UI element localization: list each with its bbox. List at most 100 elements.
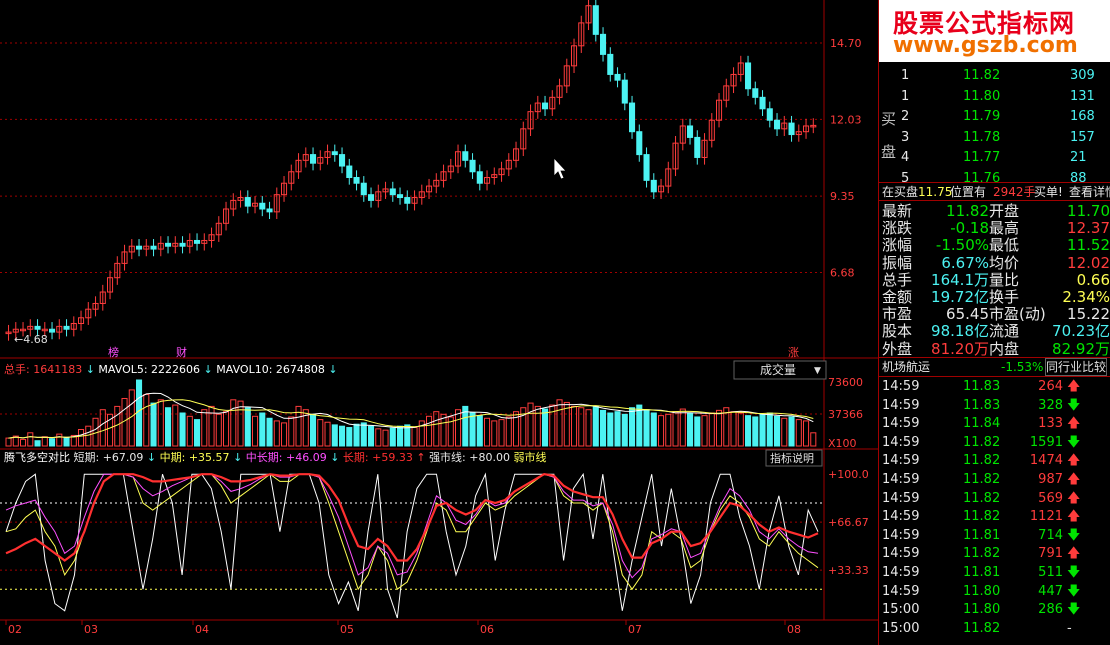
arrow-down-icon: 🡇 [1067, 434, 1081, 450]
tick-time: 15:00 [882, 620, 920, 636]
volume-bar [491, 420, 498, 447]
bid-row[interactable]: 1 11.80 131 [879, 88, 1110, 106]
bid-row[interactable]: 2 11.79 168 [879, 108, 1110, 126]
buy-label-1: 买 [881, 110, 897, 128]
industry-compare-button[interactable]: 同行业比较 [1045, 358, 1108, 376]
bid-volume: 309 [1070, 68, 1095, 83]
volume-bar [650, 412, 657, 447]
indicator-help-button[interactable]: 指标说明 [765, 449, 823, 467]
volume-dropdown[interactable]: 成交量 ▼ [733, 360, 827, 380]
stat-row: 涨幅 -1.50% 最低 11.52 [879, 236, 1110, 254]
candle-body [534, 102, 541, 113]
bid-row[interactable]: 3 11.78 157 [879, 129, 1110, 147]
candle-body [41, 328, 48, 332]
bid-row[interactable]: 1 11.82 309 [879, 67, 1110, 85]
volume-bar [636, 404, 643, 447]
industry-name[interactable]: 机场航运 [882, 360, 931, 374]
volume-bar [12, 435, 19, 447]
stat-value: 70.23亿 [1052, 322, 1110, 341]
stat-key: 均价 [989, 253, 1020, 272]
tick-volume: 133 [1038, 416, 1063, 432]
stat-value: 0.66 [1076, 270, 1110, 289]
volume-bar [259, 412, 266, 447]
stat-value: 11.52 [1067, 236, 1110, 255]
volume-bar [803, 420, 810, 447]
chart-area[interactable]: 14.70 12.03 9.35 6.68 ←4.68 榜 财 涨 73600 37366 X100… [0, 0, 878, 645]
volume-bar [679, 408, 686, 447]
volume-bar [520, 407, 527, 447]
buy-order-notice[interactable]: 在买盘 11.75 位置有 2942手 买单! 查看详情 [882, 185, 1110, 199]
quote-panel: 股票公式指标网 www.gszb.com 1 11.82 309 1 11.80 … [878, 0, 1110, 645]
candle-body [70, 323, 77, 330]
candle-body [440, 171, 447, 181]
volume-bar [578, 407, 585, 447]
bid-row[interactable]: 4 11.77 21 [879, 149, 1110, 167]
volume-bar [469, 412, 476, 447]
volume-bar [694, 416, 701, 447]
volume-bar [179, 412, 186, 447]
mouse-cursor-icon [553, 156, 567, 180]
volume-bar [157, 399, 164, 447]
candle-body [375, 191, 382, 201]
osc-line-长期 [5, 473, 819, 562]
tick-price: 11.80 [963, 583, 1001, 599]
volume-bar [571, 405, 578, 447]
bid-volume: 168 [1070, 109, 1095, 125]
site-logo[interactable]: 股票公式指标网 www.gszb.com [879, 0, 1110, 62]
bid-price: 11.78 [963, 129, 1001, 145]
candle-body [56, 325, 63, 333]
tick-row: 14:59 11.81 511 🡇 [879, 564, 1110, 582]
candle-body [484, 177, 491, 184]
candle-body [701, 139, 708, 158]
stat-value: 6.67% [941, 253, 989, 272]
candle-body [397, 194, 404, 199]
bid-price: 11.77 [963, 150, 1001, 166]
candle-body [672, 142, 679, 170]
volume-bar [418, 420, 425, 447]
volume-bar [295, 405, 302, 447]
arrow-up-icon: 🡅 [1067, 546, 1081, 562]
stat-key: 最新 [882, 202, 913, 220]
candle-body [462, 151, 469, 161]
volume-bar [230, 399, 237, 447]
tick-row: 14:59 11.82 569 🡅 [879, 490, 1110, 508]
stat-key: 金额 [882, 288, 913, 306]
candle-body [34, 325, 41, 330]
stat-row: 总手 164.1万 量比 0.66 [879, 271, 1110, 289]
industry-change: -1.53% [1001, 360, 1044, 374]
candle-body [418, 191, 425, 199]
stat-key: 市盈(动) [989, 305, 1046, 324]
arrow-up-icon: 🡅 [1067, 416, 1081, 432]
volume-bar [107, 413, 114, 447]
stat-value: 15.22 [1067, 305, 1110, 324]
tick-price: 11.82 [963, 490, 1001, 506]
stat-key: 市盈 [882, 305, 913, 324]
marker-zhang: 涨 [788, 346, 799, 359]
candle-body [179, 242, 186, 247]
candle-body [549, 96, 556, 110]
volume-bar [534, 405, 541, 447]
tick-time: 14:59 [882, 527, 920, 543]
candle-body [114, 262, 121, 279]
tick-price: 11.81 [963, 527, 1001, 543]
candle-body [498, 168, 505, 176]
candle-body [433, 179, 440, 187]
stat-key: 最低 [989, 236, 1020, 255]
tick-price: 11.83 [963, 379, 1001, 394]
candle-body [208, 234, 215, 241]
candle-body [491, 174, 498, 179]
volume-bar [172, 404, 179, 447]
time-axis: 02 03 04 05 06 07 08 [8, 623, 801, 636]
volume-bar [27, 432, 34, 447]
time-tick-label: 05 [340, 623, 354, 636]
candle-body [49, 328, 56, 333]
tick-volume: 447 [1038, 583, 1063, 599]
chevron-down-icon: ▼ [814, 366, 821, 376]
stat-value: 12.37 [1067, 219, 1110, 238]
tick-volume: 1474 [1029, 453, 1063, 469]
tick-price: 11.83 [963, 397, 1001, 413]
price-tick-label: 12.03 [830, 113, 862, 126]
candle-body [121, 251, 128, 264]
stat-key: 量比 [989, 270, 1020, 289]
price-tick-label: 6.68 [830, 267, 855, 280]
